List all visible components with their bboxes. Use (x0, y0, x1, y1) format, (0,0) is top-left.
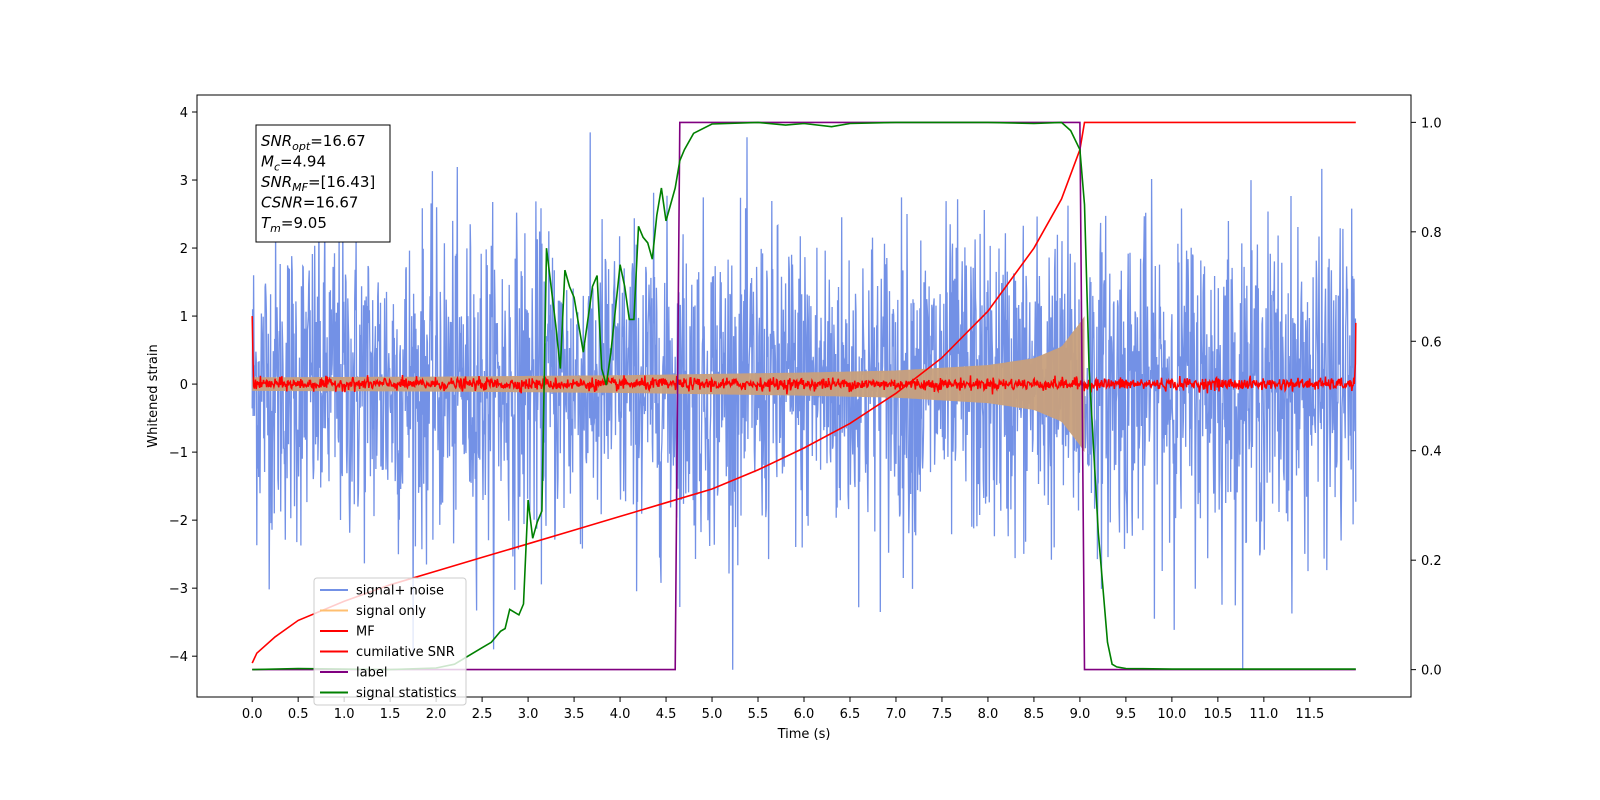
y-axis-left: 4 3 2 1 0 −1 −2 −3 −4 (169, 106, 197, 665)
annotation-box: SNRopt=16.67Mc=4.94SNRMF=[16.43]CSNR=16.… (255, 124, 391, 243)
x-tick-label: 3.0 (518, 707, 539, 722)
legend-entry: label (356, 666, 387, 681)
annotation-line: CSNR=16.67 (261, 194, 358, 212)
legend: signal+ noise signal only MF cumilative SNR… (313, 577, 467, 706)
x-tick-label: 6.5 (840, 707, 861, 722)
y-tick-label-right: 1.0 (1421, 116, 1442, 131)
legend-frame (313, 577, 467, 706)
x-tick-label: 0.0 (242, 707, 263, 722)
legend-entry: signal only (356, 604, 426, 619)
y-tick-label-left: 2 (180, 242, 188, 257)
y-tick-label-left: 4 (180, 106, 188, 121)
x-tick-label: 5.0 (702, 707, 723, 722)
y-tick-label-left: 0 (180, 378, 188, 393)
mf-line (251, 316, 1357, 395)
y-axis-right: 1.0 0.8 0.6 0.4 0.2 0.0 (1411, 116, 1442, 679)
y-tick-label-right: 0.6 (1421, 335, 1442, 350)
x-tick-label: 1.0 (334, 707, 355, 722)
x-tick-label: 8.0 (978, 707, 999, 722)
y-tick-label-left: 3 (180, 174, 188, 189)
annotation-line: SNRMF=[16.43] (261, 173, 375, 194)
y-tick-label-right: 0.2 (1421, 554, 1442, 569)
x-tick-label: 7.0 (886, 707, 907, 722)
y-tick-label-left: 1 (180, 310, 188, 325)
legend-entry: cumilative SNR (356, 645, 455, 660)
x-tick-label: 11.0 (1249, 707, 1278, 722)
x-tick-label: 2.0 (426, 707, 447, 722)
legend-entry: signal statistics (356, 686, 457, 701)
x-tick-label: 11.5 (1295, 707, 1324, 722)
legend-entry: MF (356, 625, 375, 640)
mf-series (251, 316, 1357, 395)
y-tick-label-left: −4 (169, 650, 188, 665)
y-tick-label-left: −2 (169, 514, 188, 529)
y-tick-label-right: 0.4 (1421, 445, 1442, 460)
x-tick-label: 3.5 (564, 707, 585, 722)
legend-entry: signal+ noise (356, 584, 444, 599)
x-tick-label: 4.5 (656, 707, 677, 722)
x-tick-label: 7.5 (932, 707, 953, 722)
x-tick-label: 4.0 (610, 707, 631, 722)
x-tick-label: 9.5 (1116, 707, 1137, 722)
y-tick-label-left: −3 (169, 582, 188, 597)
x-tick-label: 6.0 (794, 707, 815, 722)
x-tick-label: 1.5 (380, 707, 401, 722)
y-tick-label-right: 0.8 (1421, 226, 1442, 241)
y-tick-label-right: 0.0 (1421, 664, 1442, 679)
signal-statistics-series (252, 121, 1356, 671)
y-axis-label: Whitened strain (146, 344, 161, 447)
annotation-line: SNRopt=16.67 (261, 132, 366, 153)
annotation-line: Mc=4.94 (261, 153, 326, 174)
y-tick-label-left: −1 (169, 446, 188, 461)
annotation-line: Tm=9.05 (261, 214, 327, 235)
x-tick-label: 0.5 (288, 707, 309, 722)
x-tick-label: 8.5 (1024, 707, 1045, 722)
x-tick-label: 5.5 (748, 707, 769, 722)
annotation-frame (255, 124, 391, 243)
x-axis-label: Time (s) (777, 727, 831, 742)
x-tick-label: 9.0 (1070, 707, 1091, 722)
x-tick-label: 10.5 (1203, 707, 1232, 722)
x-tick-label: 2.5 (472, 707, 493, 722)
signal-statistics-line (252, 121, 1356, 671)
x-axis: 0.0 0.5 1.0 1.5 2.0 2.5 3.0 3.5 4.0 4.5 5.0 5.5 6.0 6… (242, 697, 1324, 722)
x-tick-label: 10.0 (1157, 707, 1186, 722)
